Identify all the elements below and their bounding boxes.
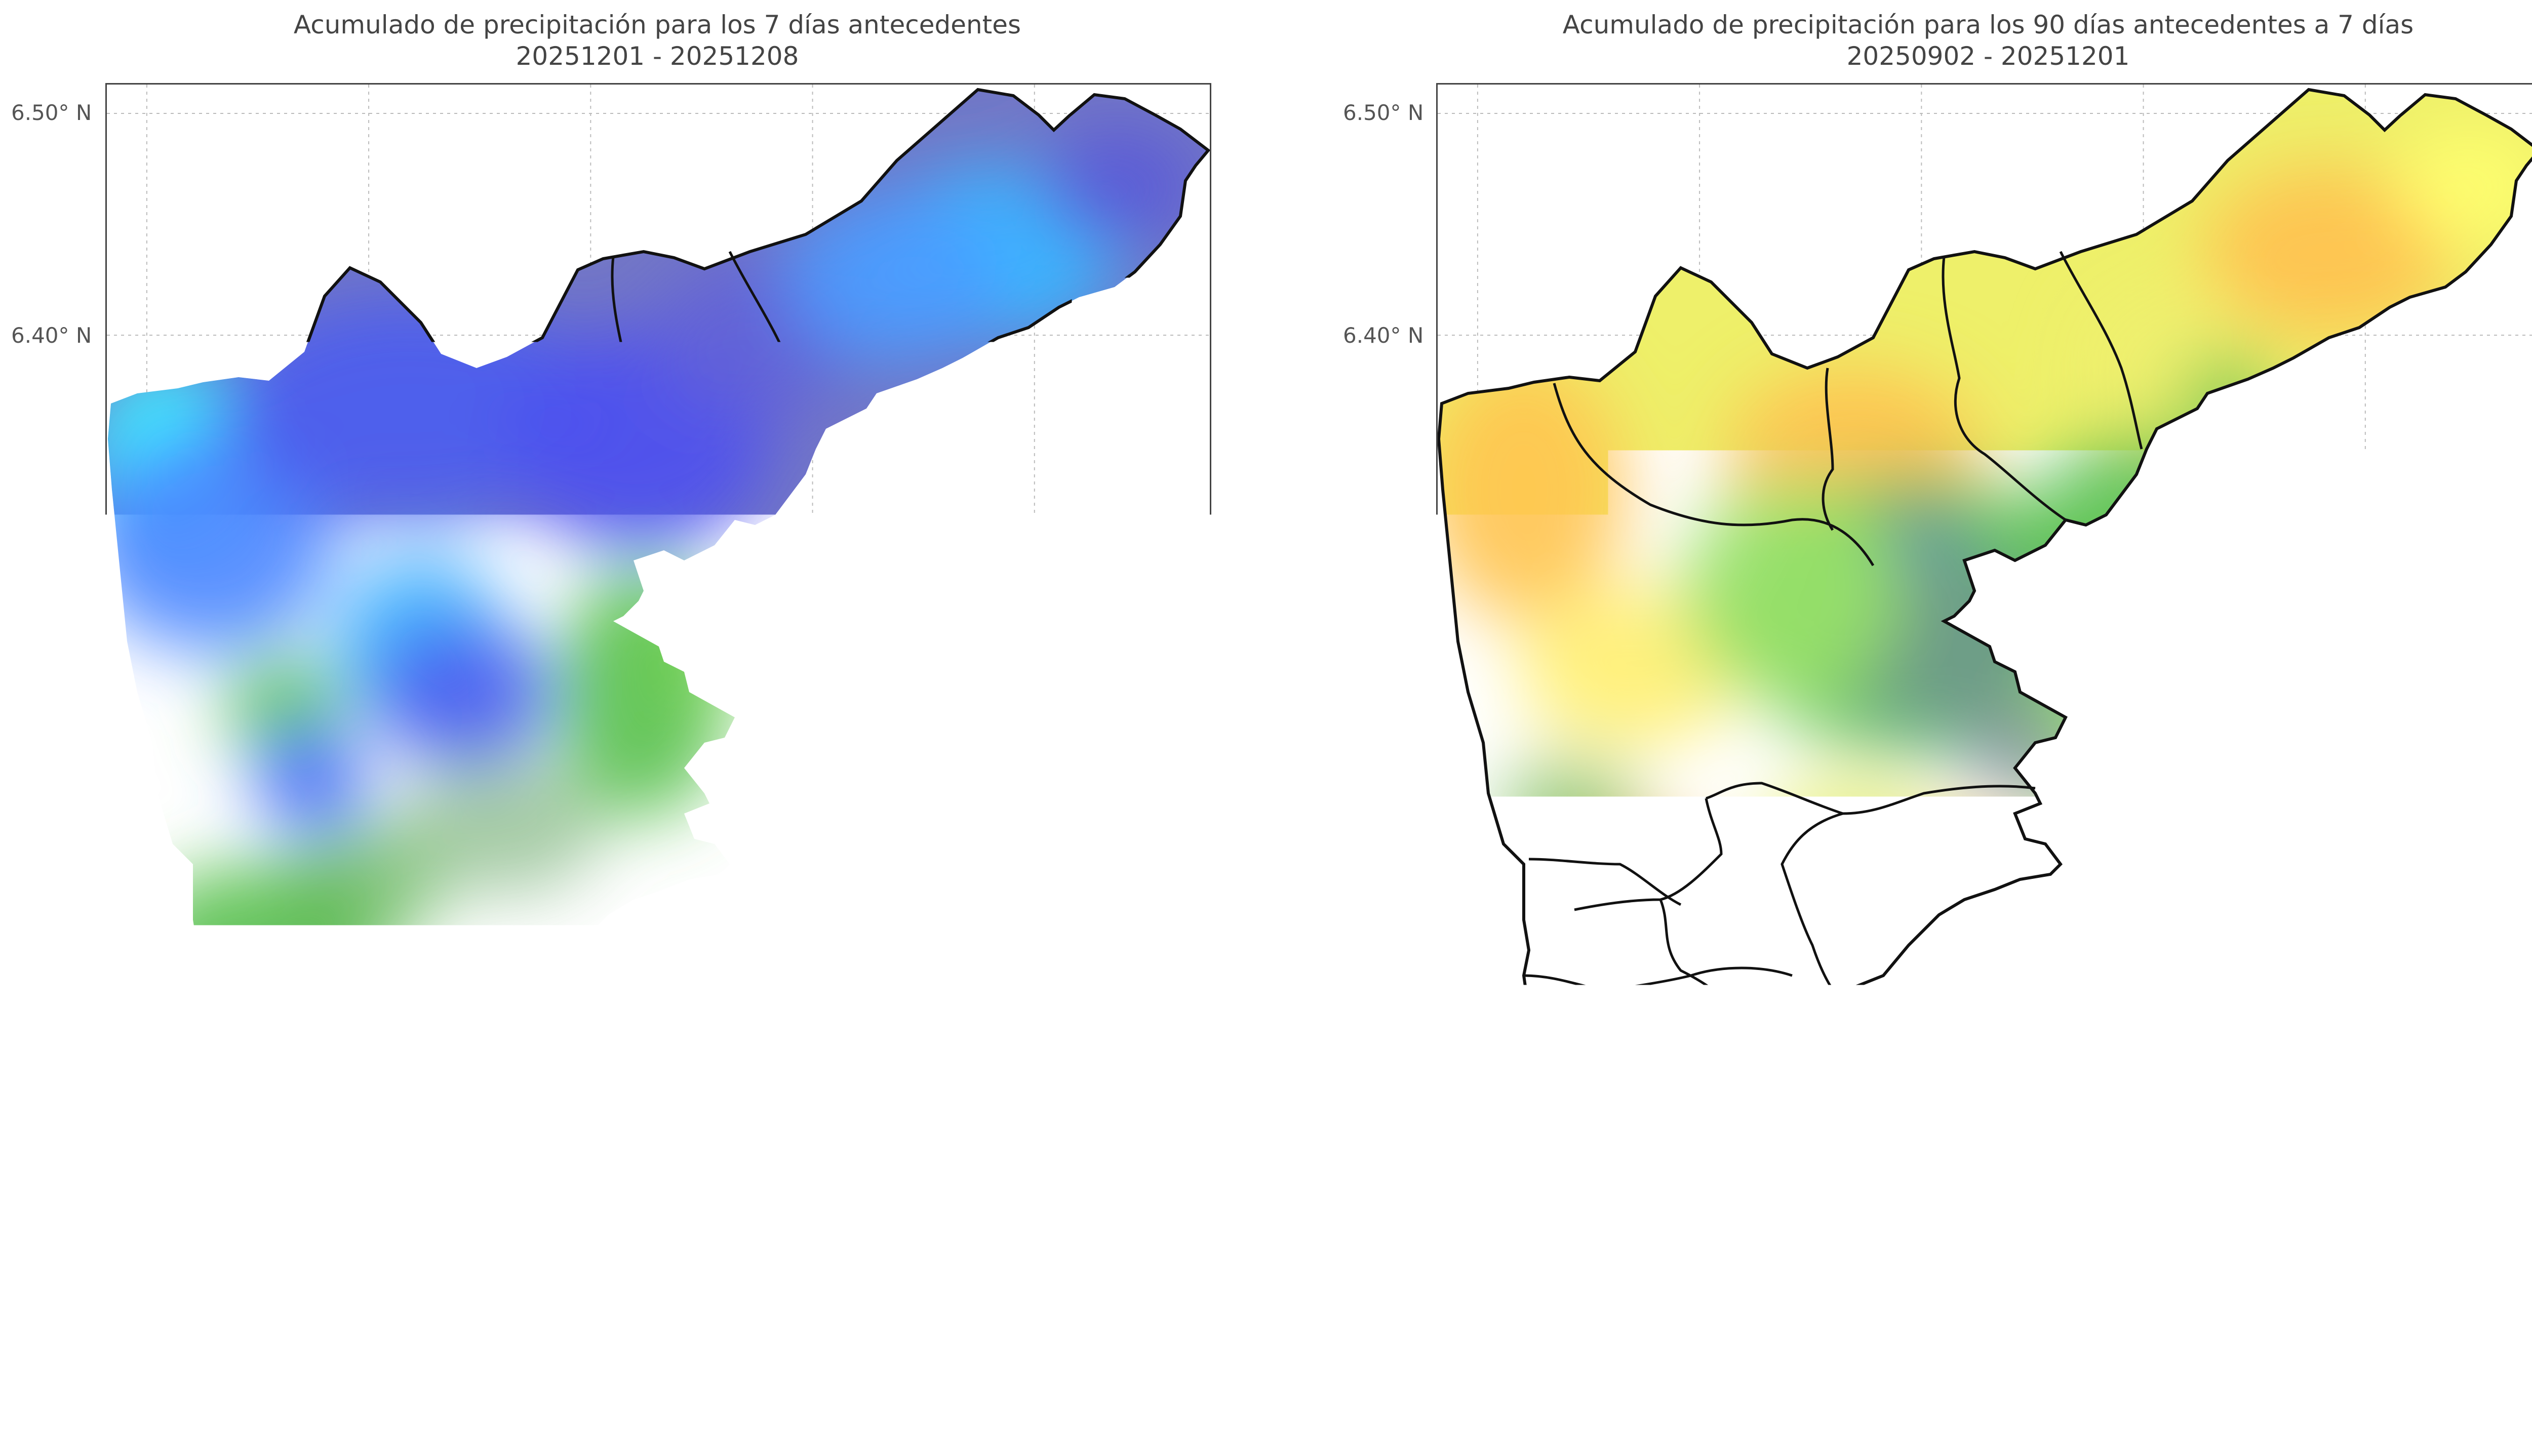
lat-label: 6.10° N [1343,990,1423,1015]
colorbar-tick-label: 60 [378,1362,406,1388]
lon-label: 75.60° W [318,1278,417,1303]
colorbar-tick-label: 100 [1595,1362,1638,1388]
colorbar-tick-label: 0 [185,1362,200,1388]
colorbar-tick-label: 200 [1688,1362,1731,1388]
colorbar-min-extend [102,1321,192,1355]
lat-label: 6.20° N [11,767,92,792]
colorbar-tick-label: 500 [1968,1362,2010,1388]
colorbar-tick-label: 700 [2154,1362,2197,1388]
lat-label: 6.50° N [11,100,92,125]
map-panel-2-canvas [1438,85,2532,1271]
panel-2-title: Acumulado de precipitación para los 90 d… [1436,9,2532,72]
lat-label: 6.40° N [1343,323,1423,348]
lon-label: 75.40° W [2092,1278,2192,1303]
lat-label: 6.00° N [11,1213,92,1238]
map-panel-2[interactable] [1436,83,2532,1273]
colorbar-tick-label: 280 [1103,1362,1145,1388]
colorbar-panel-1 [101,1320,1215,1356]
colorbar-min-extend [1433,1321,1523,1355]
colorbar-tick-label: 10 [212,1362,240,1388]
colorbar-tick-label: 400 [1875,1362,1917,1388]
colorbar-panel-2 [1432,1320,2532,1356]
colorbar-max-extend [1124,1321,1214,1355]
lat-label: 6.30° N [11,545,92,570]
colorbar-tick-label: 100 [504,1362,546,1388]
lon-label: 75.50° W [540,1278,639,1303]
lon-label: 75.30° W [2314,1278,2414,1303]
colorbar-1-title: Acumulado Precipitación [mm] [409,1399,907,1437]
precipitation-field [1438,90,2532,1264]
lat-label: 6.40° N [11,323,92,348]
colorbar-tick-label: 600 [2061,1362,2104,1388]
colorbar-tick-label: 160 [703,1362,746,1388]
lat-label: 6.00° N [1343,1213,1423,1238]
lat-label: 6.50° N [1343,100,1423,125]
colorbar-tick-label: 240 [970,1362,1012,1388]
colorbar-tick-label: 0 [1516,1362,1530,1388]
colorbar-tick-label: 800 [2247,1362,2290,1388]
colorbar-tick-label: 180 [770,1362,813,1388]
colorbar-tick-label: 40 [311,1362,340,1388]
lat-label: 6.20° N [1343,767,1423,792]
colorbar-tick-label: 120 [571,1362,613,1388]
colorbar-tick-label: 1000 [2427,1362,2483,1388]
panel-2-title-line1: Acumulado de precipitación para los 90 d… [1436,9,2532,41]
lon-label: 75.70° W [1427,1278,1526,1303]
lat-label: 6.10° N [11,990,92,1015]
lon-label: 75.40° W [762,1278,861,1303]
lon-label: 75.50° W [1871,1278,1970,1303]
colorbar-max-extend [2455,1321,2532,1355]
map-panel-1-canvas [107,85,1210,1271]
lon-label: 75.70° W [96,1278,195,1303]
panel-1-title: Acumulado de precipitación para los 7 dí… [105,9,1209,72]
colorbar-tick-label: 140 [637,1362,680,1388]
panel-2-title-line2: 20250902 - 20251201 [1436,41,2532,72]
lon-label: 75.60° W [1649,1278,1748,1303]
lat-label: 6.30° N [1343,545,1423,570]
colorbar-2-title: Acumulado Precipitación [mm] [1740,1399,2238,1437]
panel-1-title-line1: Acumulado de precipitación para los 7 dí… [105,9,1209,41]
colorbar-tick-label: 900 [2341,1362,2383,1388]
panel-1-title-line2: 20251201 - 20251208 [105,41,1209,72]
map-panel-1[interactable] [105,83,1211,1273]
colorbar-tick-label: 300 [1782,1362,1824,1388]
precipitation-field [107,90,1208,1269]
colorbar-tick-label: 200 [837,1362,879,1388]
lon-label: 75.30° W [983,1278,1083,1303]
colorbar-tick-label: 20 [245,1362,273,1388]
colorbar-gradient [192,1321,1124,1355]
colorbar-gradient [1523,1321,2455,1355]
colorbar-tick-label: 80 [445,1362,473,1388]
